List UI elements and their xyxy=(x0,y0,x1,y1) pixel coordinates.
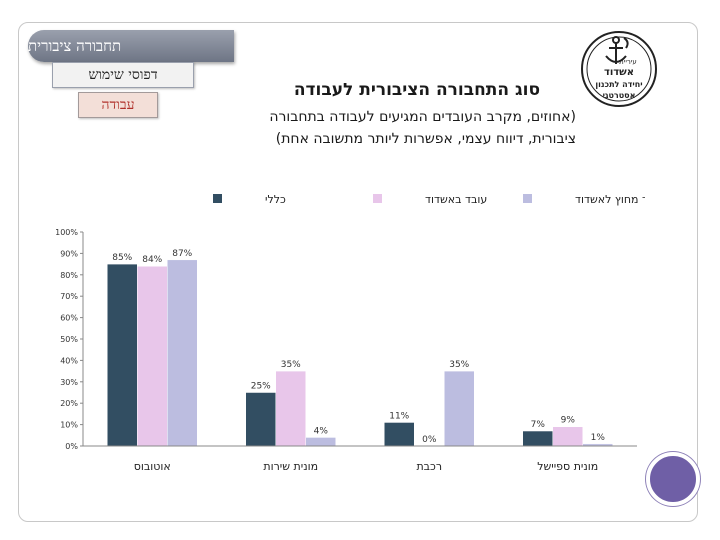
bar-label-3-3: 35% xyxy=(449,360,469,370)
bar-chart: כללי עובד באשדוד עובד מחוץ לאשדוד 0% 10% 20%… xyxy=(55,193,645,473)
nav-subsection-label: דפוסי שימוש xyxy=(88,66,158,83)
nav-topic-label: עבודה xyxy=(101,96,135,113)
x-tick-label-2: מונית שירות xyxy=(263,460,318,473)
decorative-circle xyxy=(646,452,700,506)
bar-label-2-3: 4% xyxy=(314,426,329,436)
bar-label-3-1: 11% xyxy=(389,411,409,421)
legend-swatch-2 xyxy=(373,194,382,203)
logo-line-4: אסטרטגי xyxy=(603,91,636,100)
logo-line-1: עיריית xyxy=(619,58,637,66)
legend-item-1: כללי xyxy=(213,193,286,206)
bar-label-1-2: 84% xyxy=(142,255,162,265)
legend-label-1: כללי xyxy=(265,193,286,206)
logo-line-3: יחידה לתכנון xyxy=(595,80,642,89)
page-subtitle: (אחוזים, מקרב העובדים המגיעים לעבודה בתח… xyxy=(176,106,576,150)
legend-label-2: עובד באשדוד xyxy=(425,193,487,206)
legend-item-3: עובד מחוץ לאשדוד xyxy=(523,193,645,206)
bar-3-3 xyxy=(444,370,475,447)
bar-1-1 xyxy=(107,263,138,447)
y-tick-label-0: 0% xyxy=(65,442,78,451)
bar-label-2-2: 35% xyxy=(281,360,301,370)
nav-topic-tab[interactable]: עבודה xyxy=(78,92,158,118)
chart-legend: כללי עובד באשדוד עובד מחוץ לאשדוד xyxy=(213,193,645,206)
bar-2-1 xyxy=(245,392,276,447)
bar-1-2 xyxy=(137,265,168,447)
x-tick-label-4: מונית ספיישל xyxy=(537,460,598,473)
anchor-icon xyxy=(605,36,629,64)
page-title: סוג התחבורה הציבורית לעבודה xyxy=(293,80,540,100)
bar-label-3-2: 0% xyxy=(422,435,437,445)
subtitle-line-1: (אחוזים, מקרב העובדים המגיעים לעבודה בתח… xyxy=(269,109,576,125)
slide-frame xyxy=(18,22,698,522)
x-axis: אוטובוס מונית שירות רכבת מונית ספיישל xyxy=(83,445,637,473)
x-tick-label-3: רכבת xyxy=(416,460,442,473)
nav-section-label: תחבורה ציבורית xyxy=(28,36,122,55)
bar-1-3 xyxy=(167,259,198,447)
bar-label-4-3: 1% xyxy=(591,433,606,443)
legend-swatch-3 xyxy=(523,194,532,203)
y-tick-label-7: 70% xyxy=(60,292,78,301)
y-tick-label-1: 10% xyxy=(60,421,78,430)
bar-group-2: 25% 35% 4% xyxy=(245,360,336,447)
legend-label-3: עובד מחוץ לאשדוד xyxy=(575,193,645,206)
legend-swatch-1 xyxy=(213,194,222,203)
bar-2-2 xyxy=(275,370,306,447)
bar-label-2-1: 25% xyxy=(251,382,271,392)
y-tick-label-10: 100% xyxy=(55,228,78,237)
subtitle-line-2: ציבורית, דיווח עצמי, אפשרות ליותר מתשובה… xyxy=(275,131,576,147)
bar-4-2 xyxy=(552,426,583,447)
y-tick-label-4: 40% xyxy=(60,356,78,365)
bar-3-1 xyxy=(384,422,415,447)
legend-item-2: עובד באשדוד xyxy=(373,193,487,206)
bar-group-1: 85% 84% 87% xyxy=(107,249,198,447)
y-tick-label-8: 80% xyxy=(60,271,78,280)
y-tick-label-9: 90% xyxy=(60,249,78,258)
x-tick-label-1: אוטובוס xyxy=(134,460,171,473)
bar-label-4-1: 7% xyxy=(531,420,546,430)
y-tick-label-3: 30% xyxy=(60,378,78,387)
nav-subsection-tab[interactable]: דפוסי שימוש xyxy=(52,62,194,88)
y-tick-label-6: 60% xyxy=(60,314,78,323)
bar-label-1-1: 85% xyxy=(112,253,132,263)
nav-section-tab[interactable]: תחבורה ציבורית xyxy=(28,30,234,62)
bar-label-4-2: 9% xyxy=(561,416,576,426)
y-tick-label-2: 20% xyxy=(60,399,78,408)
bar-2-3 xyxy=(305,437,336,447)
municipality-logo: עיריית אשדוד יחידה לתכנון אסטרטגי xyxy=(581,31,657,107)
y-tick-label-5: 50% xyxy=(60,335,78,344)
bar-group-3: 11% 0% 35% xyxy=(384,360,475,447)
logo-line-2: אשדוד xyxy=(604,67,634,78)
y-axis: 0% 10% 20% 30% 40% 50% 60% 70% 80% 90% 100% xyxy=(55,228,84,451)
bar-4-1 xyxy=(522,430,553,447)
bar-group-4: 7% 9% 1% xyxy=(522,416,613,447)
bar-groups: 85% 84% 87% 25% 35% 4% 11% 0% 35% 7% 9% 1% xyxy=(107,249,613,447)
bar-label-1-3: 87% xyxy=(172,249,192,259)
